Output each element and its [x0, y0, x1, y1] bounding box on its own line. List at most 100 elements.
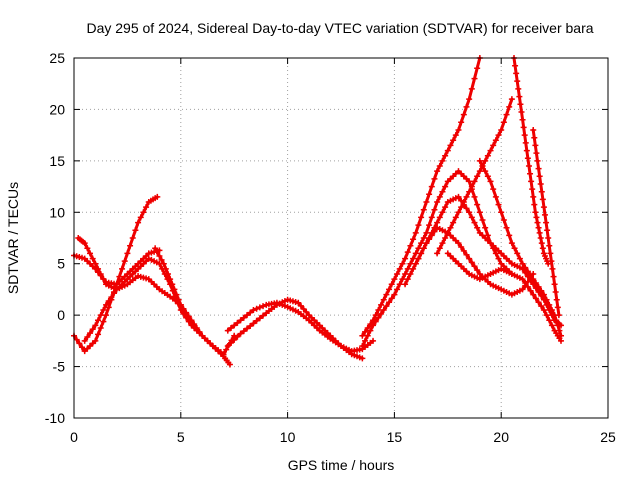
data-point-marker: [431, 175, 438, 182]
data-point-marker: [410, 236, 417, 243]
data-point-marker: [498, 127, 505, 133]
data-point-marker: [479, 163, 486, 169]
data-point-marker: [260, 312, 267, 319]
data-point-marker: [412, 229, 419, 236]
data-point-marker: [410, 265, 417, 272]
data-point-marker: [391, 291, 398, 298]
data-point-marker: [362, 337, 369, 344]
data-point-marker: [428, 232, 435, 239]
data-point-marker: [530, 276, 537, 283]
data-point-marker: [111, 290, 118, 297]
data-point-marker: [554, 304, 561, 311]
data-point-marker: [127, 242, 134, 249]
data-point-marker: [442, 204, 449, 211]
data-point-marker: [548, 258, 555, 265]
data-point-marker: [76, 340, 83, 347]
data-point-marker: [540, 291, 547, 298]
data-point-marker: [196, 328, 203, 335]
data-point-marker: [240, 314, 247, 321]
data-point-marker: [418, 214, 425, 221]
data-point-marker: [474, 267, 481, 274]
data-point-marker: [79, 344, 86, 351]
data-point-marker: [171, 286, 178, 293]
data-point-marker: [553, 296, 560, 303]
data-point-marker: [399, 260, 406, 267]
data-point-marker: [364, 332, 371, 339]
data-point-marker: [423, 240, 430, 247]
data-point-marker: [404, 249, 411, 256]
data-point-marker: [185, 313, 192, 320]
data-point-marker: [484, 173, 491, 180]
data-point-marker: [482, 224, 489, 231]
data-point-marker: [386, 299, 393, 306]
data-point-marker: [224, 343, 231, 349]
data-point-marker: [514, 78, 521, 85]
data-point-marker: [92, 322, 99, 329]
data-point-marker: [523, 147, 530, 154]
data-point-marker: [407, 242, 414, 249]
data-point-marker: [558, 332, 565, 339]
data-point-marker: [253, 317, 260, 324]
data-point-marker: [527, 170, 534, 177]
data-point-marker: [410, 255, 417, 262]
data-point-marker: [543, 296, 550, 303]
data-point-marker: [227, 339, 234, 346]
data-point-marker: [458, 119, 465, 126]
data-point-marker: [152, 245, 159, 252]
data-point-marker: [431, 206, 438, 213]
data-point-marker: [404, 265, 411, 272]
data-point-marker: [231, 336, 238, 343]
data-point-marker: [487, 147, 494, 154]
data-point-marker: [121, 258, 128, 265]
data-point-marker: [375, 307, 382, 313]
data-point-marker: [300, 305, 307, 312]
y-tick-label: 0: [57, 307, 65, 323]
x-tick-label: 5: [177, 429, 185, 445]
data-point-marker: [466, 255, 473, 262]
data-point-marker: [558, 337, 565, 344]
data-point-marker: [240, 328, 247, 335]
axis-ticks: 0 5 10 15 20 25 -10 -5 0 5 10 15 20 25: [45, 50, 616, 445]
data-point-marker: [521, 132, 528, 139]
data-point-marker: [237, 330, 244, 337]
data-point-marker: [492, 193, 499, 200]
data-point-marker: [391, 276, 398, 283]
data-point-marker: [434, 199, 441, 205]
data-point-marker: [543, 219, 550, 226]
data-point-marker: [394, 271, 401, 277]
data-point-marker: [359, 332, 366, 339]
data-point-marker: [476, 209, 483, 216]
data-point-marker: [223, 346, 230, 353]
data-point-marker: [434, 250, 441, 257]
data-point-marker: [538, 188, 545, 195]
data-point-marker: [471, 193, 478, 200]
data-point-marker: [536, 173, 543, 180]
data-point-marker: [95, 331, 102, 338]
data-point-marker: [95, 317, 102, 324]
data-point-marker: [492, 137, 499, 144]
data-point-marker: [143, 204, 150, 211]
data-point-marker: [533, 214, 540, 221]
data-point-marker: [418, 240, 425, 247]
x-tick-label: 15: [387, 429, 403, 445]
data-point-marker: [463, 193, 470, 200]
data-point-marker: [551, 281, 558, 288]
data-point-marker: [546, 317, 553, 324]
data-point-marker: [87, 330, 94, 337]
data-point-marker: [426, 236, 433, 243]
data-point-marker: [468, 85, 475, 92]
data-point-marker: [537, 235, 544, 241]
data-point-marker: [234, 319, 241, 326]
data-point-marker: [452, 132, 459, 139]
data-point-marker: [404, 276, 411, 283]
data-point-marker: [375, 314, 382, 321]
data-point-marker: [97, 271, 104, 277]
data-point-marker: [458, 204, 465, 211]
data-point-marker: [468, 259, 475, 266]
data-point-marker: [402, 281, 409, 288]
data-point-marker: [544, 227, 551, 234]
data-point-marker: [540, 204, 547, 211]
data-point-marker: [548, 307, 555, 313]
data-point-marker: [546, 242, 553, 249]
data-point-marker: [256, 315, 263, 322]
